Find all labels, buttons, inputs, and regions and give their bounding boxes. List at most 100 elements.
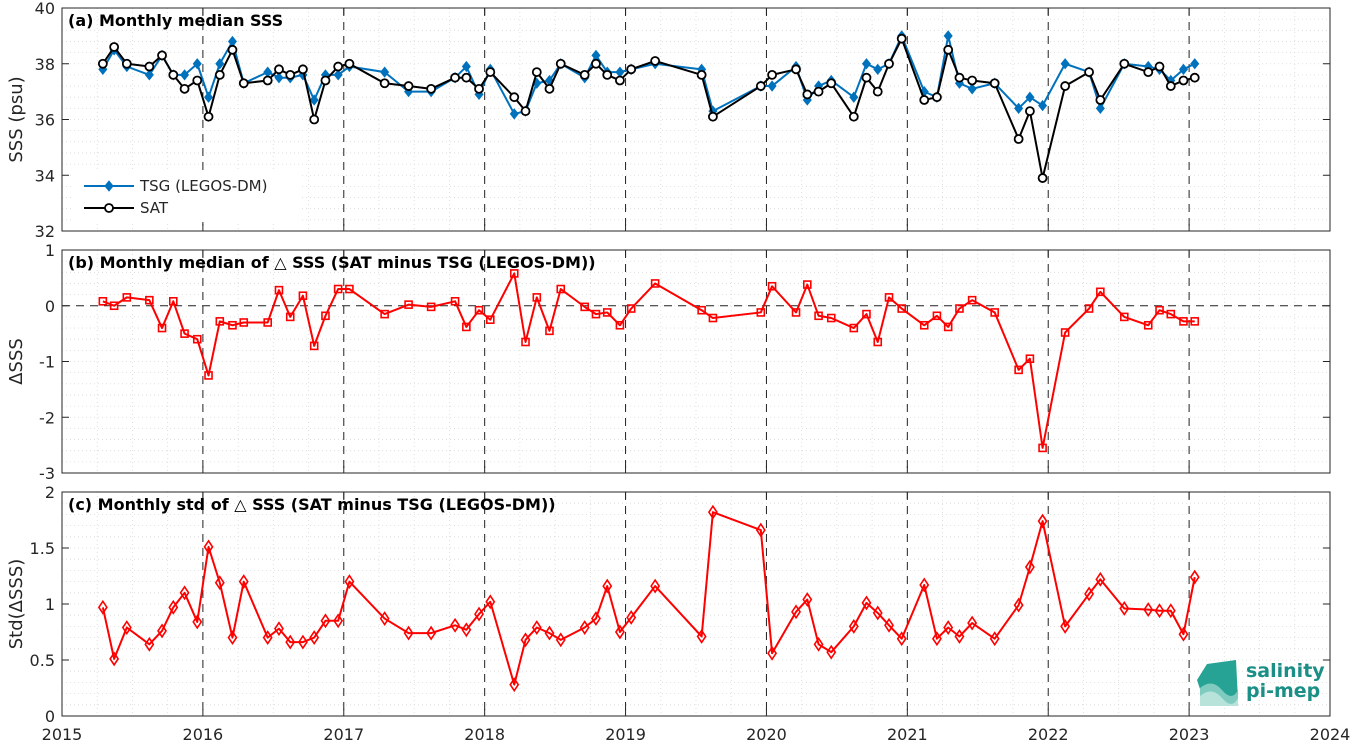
x-tick-label: 2024 bbox=[1310, 725, 1351, 744]
data-point bbox=[403, 625, 414, 641]
data-point bbox=[650, 279, 660, 288]
data-point bbox=[1037, 173, 1048, 183]
data-point bbox=[1189, 72, 1200, 83]
data-point bbox=[520, 632, 531, 648]
data-point bbox=[426, 83, 437, 94]
data-point bbox=[179, 83, 190, 94]
data-point bbox=[1060, 81, 1071, 91]
data-point bbox=[1095, 571, 1106, 587]
data-point bbox=[109, 42, 120, 52]
data-point bbox=[192, 614, 203, 630]
data-point bbox=[215, 58, 225, 70]
data-point bbox=[614, 624, 625, 640]
data-point bbox=[192, 334, 202, 344]
data-point bbox=[1178, 63, 1188, 75]
data-point bbox=[1025, 91, 1035, 103]
data-point bbox=[309, 341, 319, 351]
data-point bbox=[274, 621, 284, 637]
data-point bbox=[1025, 106, 1035, 117]
data-point bbox=[967, 295, 977, 305]
data-point bbox=[1060, 58, 1070, 70]
data-point bbox=[320, 75, 331, 86]
data-point bbox=[520, 106, 531, 117]
data-point bbox=[285, 70, 296, 80]
y-tick-label: 0.5 bbox=[30, 651, 55, 670]
x-tick-label: 2023 bbox=[1169, 725, 1210, 744]
data-point bbox=[333, 284, 343, 294]
panel-b: -3 -2 -1 0 1 ΔSSS (b) Monthly median of △ SSS … bbox=[6, 241, 1331, 483]
data-point bbox=[274, 64, 284, 75]
data-point bbox=[1095, 102, 1105, 114]
data-point bbox=[1038, 99, 1048, 112]
data-point bbox=[426, 302, 436, 312]
data-point bbox=[602, 308, 612, 317]
data-point bbox=[615, 320, 625, 330]
legend: TSG (LEGOS-DM) SAT bbox=[72, 172, 300, 222]
data-point bbox=[509, 677, 520, 693]
data-point bbox=[602, 70, 613, 80]
legend-label: TSG (LEGOS-DM) bbox=[139, 177, 267, 195]
y-tick-label: -1 bbox=[39, 353, 55, 372]
data-point bbox=[602, 578, 613, 594]
data-point bbox=[274, 285, 284, 295]
data-point bbox=[285, 312, 295, 322]
data-point bbox=[1119, 58, 1130, 69]
data-point bbox=[404, 300, 413, 309]
x-tick-label: 2017 bbox=[323, 725, 364, 744]
panel-title: (a) Monthly median SSS bbox=[68, 11, 283, 30]
data-point bbox=[379, 611, 390, 627]
legend-box bbox=[72, 172, 300, 222]
data-point bbox=[591, 611, 601, 627]
y-tick-label: 34 bbox=[35, 166, 55, 185]
data-point bbox=[931, 631, 942, 647]
data-point bbox=[1084, 586, 1095, 602]
data-point bbox=[896, 33, 907, 44]
data-point bbox=[380, 66, 390, 78]
data-point bbox=[615, 75, 625, 86]
data-point bbox=[109, 651, 120, 667]
data-point bbox=[486, 315, 495, 324]
x-tick-label: 2022 bbox=[1028, 725, 1069, 744]
data-point bbox=[380, 309, 389, 319]
data-point bbox=[1120, 312, 1129, 322]
data-point bbox=[157, 623, 167, 639]
x-tick-label: 2015 bbox=[42, 725, 83, 744]
data-point bbox=[696, 629, 707, 644]
data-point bbox=[450, 617, 461, 633]
y-tick-label: -2 bbox=[39, 408, 55, 427]
data-point bbox=[192, 58, 202, 70]
data-point bbox=[791, 308, 801, 317]
data-point bbox=[227, 44, 238, 55]
data-point bbox=[333, 61, 344, 72]
data-point bbox=[238, 574, 249, 590]
data-point bbox=[591, 58, 601, 69]
data-point bbox=[98, 296, 108, 306]
data-point bbox=[1190, 58, 1200, 70]
data-point bbox=[1179, 317, 1188, 326]
data-point bbox=[767, 70, 777, 80]
x-tick-label: 2019 bbox=[605, 725, 646, 744]
data-point bbox=[932, 92, 942, 103]
data-point bbox=[426, 625, 437, 641]
x-tick-label: 2020 bbox=[746, 725, 787, 744]
data-point bbox=[509, 269, 519, 278]
y-tick-label: 1.5 bbox=[30, 539, 55, 558]
data-point bbox=[872, 605, 883, 621]
data-point bbox=[696, 70, 707, 80]
data-point bbox=[1165, 81, 1176, 91]
logo-line2: pi-mep bbox=[1246, 680, 1320, 702]
data-point bbox=[531, 620, 542, 635]
data-point bbox=[896, 631, 907, 647]
data-point bbox=[803, 280, 812, 289]
data-point bbox=[990, 308, 999, 317]
data-point bbox=[509, 108, 519, 120]
data-point bbox=[919, 95, 930, 105]
x-tick-label: 2018 bbox=[464, 725, 505, 744]
data-point bbox=[1155, 305, 1164, 315]
data-point bbox=[626, 304, 636, 313]
data-point bbox=[544, 83, 555, 94]
data-point bbox=[967, 75, 978, 86]
panel-c: 2015 2016 2017 2018 2019 2020 2021 2022 2023 2024… bbox=[6, 483, 1350, 744]
data-point bbox=[204, 91, 214, 103]
data-point bbox=[989, 631, 1000, 647]
